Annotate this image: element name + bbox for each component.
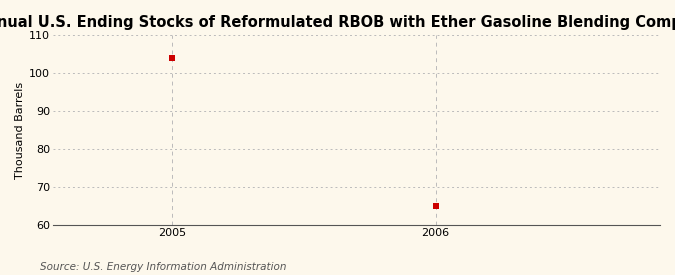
- Y-axis label: Thousand Barrels: Thousand Barrels: [15, 82, 25, 179]
- Title: Annual U.S. Ending Stocks of Reformulated RBOB with Ether Gasoline Blending Comp: Annual U.S. Ending Stocks of Reformulate…: [0, 15, 675, 30]
- Text: Source: U.S. Energy Information Administration: Source: U.S. Energy Information Administ…: [40, 262, 287, 272]
